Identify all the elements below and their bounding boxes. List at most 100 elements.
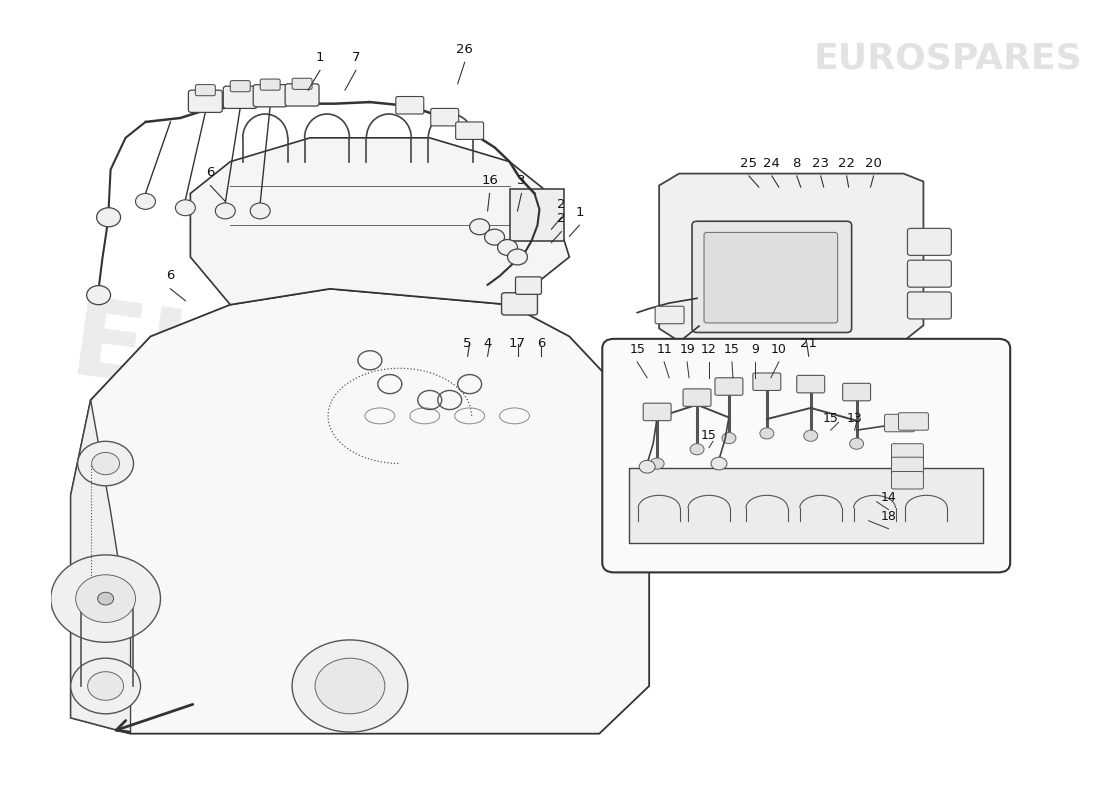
Text: 15: 15 (823, 412, 838, 425)
FancyBboxPatch shape (715, 378, 742, 395)
Text: a passion for parts: a passion for parts (339, 470, 600, 521)
Text: EUROSPARES: EUROSPARES (814, 42, 1082, 75)
Text: 2: 2 (557, 212, 565, 226)
Text: 12: 12 (701, 343, 717, 356)
Circle shape (760, 428, 773, 439)
Circle shape (70, 658, 141, 714)
Text: 6: 6 (166, 270, 175, 282)
FancyBboxPatch shape (843, 383, 870, 401)
FancyBboxPatch shape (908, 292, 952, 319)
Circle shape (804, 430, 817, 442)
Text: 18: 18 (881, 510, 896, 523)
Text: 9: 9 (751, 343, 759, 356)
Text: 19: 19 (679, 343, 695, 356)
Circle shape (470, 219, 490, 234)
Circle shape (722, 433, 736, 444)
FancyBboxPatch shape (253, 85, 287, 107)
Circle shape (98, 592, 113, 605)
FancyBboxPatch shape (285, 84, 319, 106)
Text: 6: 6 (206, 166, 214, 179)
Text: 11: 11 (657, 343, 672, 356)
Circle shape (639, 460, 656, 473)
Circle shape (76, 574, 135, 622)
Circle shape (91, 453, 120, 474)
Text: 3: 3 (517, 174, 526, 187)
Text: 1: 1 (316, 51, 324, 64)
Circle shape (293, 640, 408, 732)
Text: 20: 20 (865, 157, 882, 170)
FancyBboxPatch shape (891, 457, 923, 474)
Circle shape (175, 200, 196, 216)
FancyBboxPatch shape (899, 413, 928, 430)
FancyBboxPatch shape (603, 339, 1010, 572)
FancyBboxPatch shape (683, 389, 711, 406)
Text: 17: 17 (509, 337, 526, 350)
Text: 24: 24 (763, 157, 780, 170)
Text: 15: 15 (724, 343, 740, 356)
FancyBboxPatch shape (656, 306, 684, 324)
Polygon shape (629, 467, 983, 543)
FancyBboxPatch shape (891, 471, 923, 489)
Text: 13: 13 (847, 412, 862, 425)
FancyBboxPatch shape (502, 293, 538, 315)
Text: 4: 4 (483, 337, 492, 350)
Polygon shape (70, 400, 131, 734)
Text: 22: 22 (838, 157, 855, 170)
Text: 16: 16 (481, 174, 498, 187)
FancyBboxPatch shape (188, 90, 222, 113)
Circle shape (78, 442, 133, 486)
Text: 5: 5 (463, 337, 472, 350)
FancyBboxPatch shape (644, 403, 671, 421)
Circle shape (650, 458, 664, 469)
FancyBboxPatch shape (908, 260, 952, 287)
Circle shape (88, 672, 123, 700)
Polygon shape (659, 174, 923, 342)
Polygon shape (70, 289, 649, 734)
Polygon shape (190, 138, 570, 305)
Circle shape (690, 444, 704, 455)
Text: 1: 1 (575, 206, 584, 219)
FancyBboxPatch shape (884, 414, 914, 432)
FancyBboxPatch shape (752, 373, 781, 390)
Circle shape (497, 239, 517, 255)
Text: 14: 14 (881, 491, 896, 504)
FancyBboxPatch shape (908, 229, 952, 255)
FancyBboxPatch shape (891, 444, 923, 461)
Text: 23: 23 (812, 157, 829, 170)
FancyBboxPatch shape (230, 81, 250, 92)
Circle shape (135, 194, 155, 210)
Text: 10: 10 (771, 343, 786, 356)
Text: 21: 21 (800, 337, 817, 350)
FancyBboxPatch shape (431, 109, 459, 126)
Circle shape (849, 438, 864, 450)
FancyBboxPatch shape (196, 85, 216, 96)
Text: 26: 26 (456, 43, 473, 56)
FancyBboxPatch shape (396, 97, 424, 114)
Circle shape (485, 229, 505, 245)
Circle shape (216, 203, 235, 219)
Circle shape (97, 208, 121, 227)
Circle shape (51, 555, 161, 642)
Text: 6: 6 (537, 337, 546, 350)
FancyBboxPatch shape (516, 277, 541, 294)
FancyBboxPatch shape (796, 375, 825, 393)
FancyBboxPatch shape (261, 79, 280, 90)
Circle shape (250, 203, 271, 219)
Text: 15: 15 (629, 343, 645, 356)
Circle shape (507, 249, 528, 265)
FancyBboxPatch shape (692, 222, 851, 333)
Circle shape (315, 658, 385, 714)
Text: 25: 25 (740, 157, 758, 170)
Text: 7: 7 (352, 51, 360, 64)
FancyBboxPatch shape (704, 232, 838, 323)
Text: 8: 8 (793, 157, 801, 170)
FancyBboxPatch shape (293, 78, 312, 90)
FancyBboxPatch shape (509, 190, 564, 241)
Circle shape (87, 286, 111, 305)
Circle shape (711, 457, 727, 470)
Text: 2: 2 (557, 198, 565, 211)
Text: 15: 15 (701, 429, 717, 442)
FancyBboxPatch shape (223, 86, 257, 109)
FancyBboxPatch shape (455, 122, 484, 139)
Text: EUROSPARES: EUROSPARES (64, 291, 876, 509)
